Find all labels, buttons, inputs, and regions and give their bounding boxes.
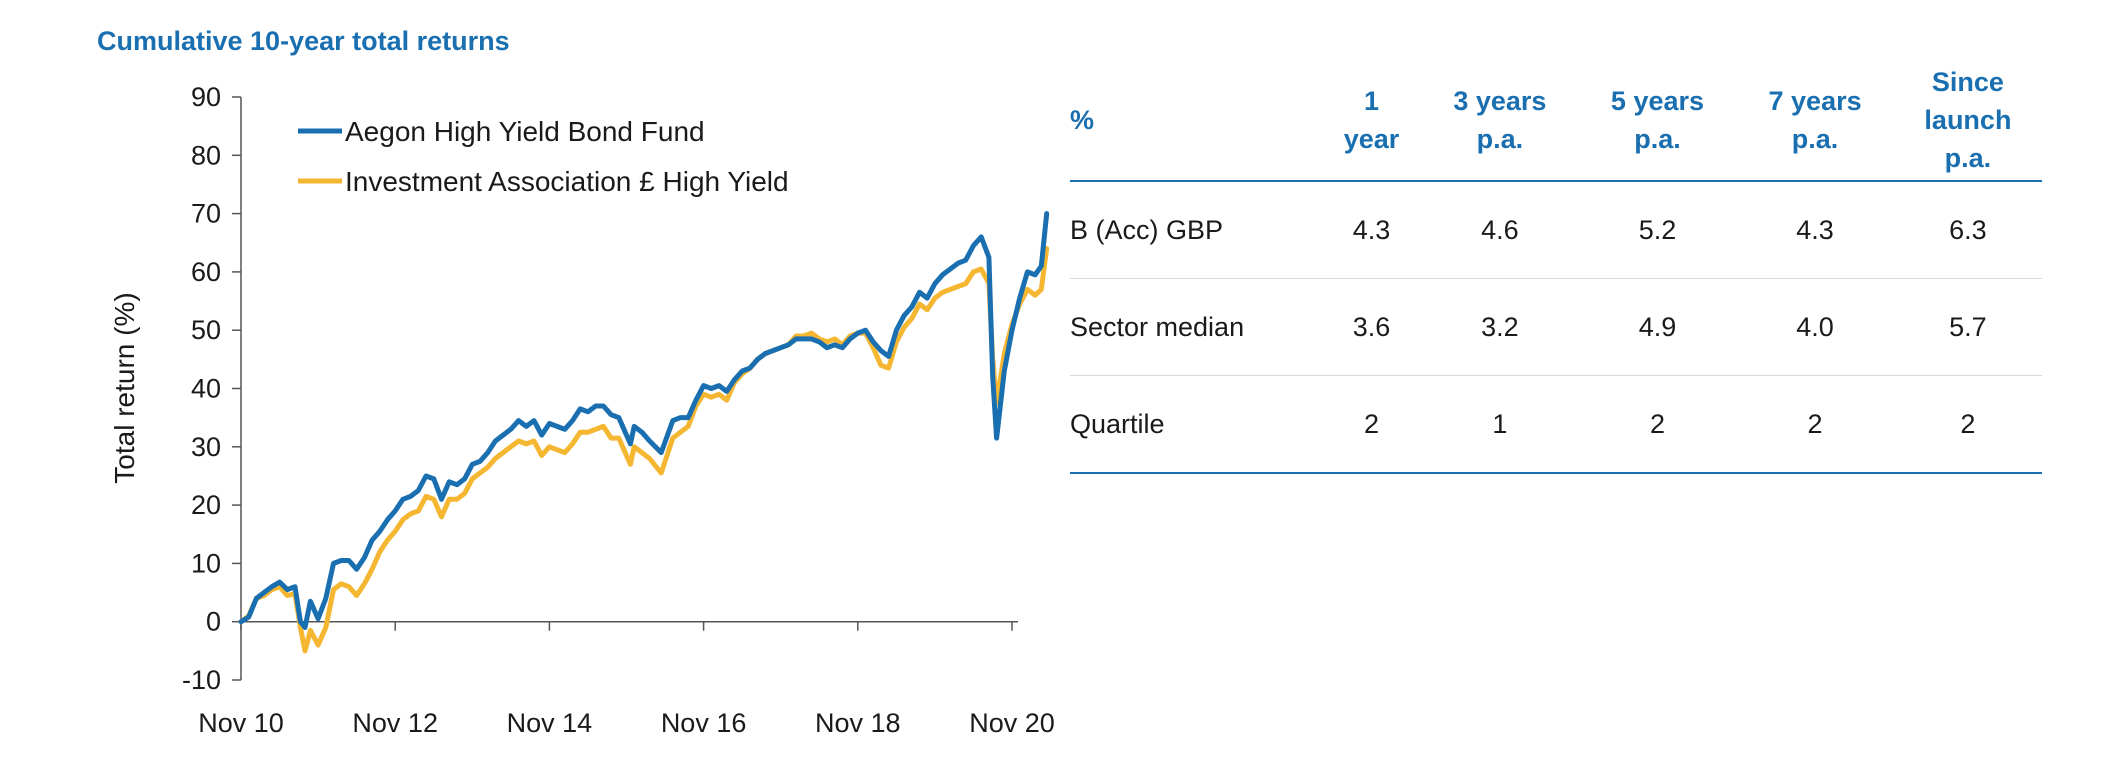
chart-axes: 90 80 70 60 50 40 30 20 10 0 -10 Nov 10 Nov 12 Nov 14… — [182, 82, 1055, 738]
series-line-investment-association-high-yield — [238, 246, 1050, 654]
x-tick-label: Nov 10 — [198, 708, 284, 738]
table-row: Sector median 3.6 3.2 4.9 4.0 5.7 — [1070, 278, 2042, 376]
table-cell: 4.0 — [1736, 278, 1894, 376]
table-cell: 4.9 — [1578, 278, 1737, 376]
header-cell-3-years: 3 years p.a. — [1421, 60, 1579, 182]
series-layer — [238, 211, 1050, 654]
table-cell: 1 — [1421, 375, 1579, 474]
x-tick-label: Nov 14 — [507, 708, 593, 738]
table-cell: 2 — [1322, 375, 1422, 474]
table-cell: 2 — [1578, 375, 1737, 474]
header-cell-7-years: 7 years p.a. — [1736, 60, 1894, 182]
header-cell-since-launch: Since launch p.a. — [1893, 60, 2042, 182]
table-cell: 2 — [1736, 375, 1894, 474]
y-tick-label: 30 — [191, 432, 221, 462]
table-row: B (Acc) GBP 4.3 4.6 5.2 4.3 6.3 — [1070, 181, 2042, 279]
table-cell: 2 — [1893, 375, 2042, 474]
row-label: Quartile — [1070, 375, 1322, 474]
row-label: B (Acc) GBP — [1070, 181, 1322, 279]
table-cell: 4.3 — [1736, 181, 1894, 279]
table-cell: 3.6 — [1322, 278, 1422, 376]
y-tick-label: 0 — [206, 607, 221, 637]
table-cell: 5.2 — [1578, 181, 1737, 279]
legend-label: Investment Association £ High Yield — [345, 166, 789, 197]
table-cell: 3.2 — [1421, 278, 1579, 376]
y-tick-label: 60 — [191, 257, 221, 287]
row-label: Sector median — [1070, 278, 1322, 376]
table-cell: 6.3 — [1893, 181, 2042, 279]
table-cell: 4.6 — [1421, 181, 1579, 279]
header-cell-unit: % — [1070, 60, 1322, 182]
y-axis-title: Total return (%) — [109, 292, 140, 483]
y-tick-label: 50 — [191, 315, 221, 345]
header-cell-5-years: 5 years p.a. — [1578, 60, 1737, 182]
y-tick-label: 40 — [191, 374, 221, 404]
x-tick-label: Nov 18 — [815, 708, 901, 738]
performance-table: % 1 year 3 years p.a. 5 years p.a. 7 years p… — [1070, 60, 2042, 474]
y-tick-label: -10 — [182, 665, 221, 695]
x-tick-label: Nov 12 — [352, 708, 438, 738]
table-header-row: % 1 year 3 years p.a. 5 years p.a. 7 years p… — [1070, 60, 2042, 182]
y-tick-label: 20 — [191, 490, 221, 520]
chart-title: Cumulative 10-year total returns — [97, 26, 510, 56]
table-cell: 5.7 — [1893, 278, 2042, 376]
chart-legend: Aegon High Yield Bond Fund Investment Ass… — [298, 116, 789, 197]
x-tick-label: Nov 16 — [661, 708, 747, 738]
y-tick-label: 10 — [191, 548, 221, 578]
y-tick-label: 80 — [191, 140, 221, 170]
legend-label: Aegon High Yield Bond Fund — [345, 116, 705, 147]
y-tick-label: 70 — [191, 199, 221, 229]
table-cell: 4.3 — [1322, 181, 1422, 279]
line-chart: 90 80 70 60 50 40 30 20 10 0 -10 Nov 10 Nov 12 Nov 14… — [109, 82, 1055, 738]
y-tick-label: 90 — [191, 82, 221, 112]
header-cell-1-year: 1 year — [1322, 60, 1422, 182]
x-tick-label: Nov 20 — [969, 708, 1055, 738]
series-line-aegon-high-yield-bond-fund — [238, 211, 1050, 630]
table-row: Quartile 2 1 2 2 2 — [1070, 375, 2042, 474]
